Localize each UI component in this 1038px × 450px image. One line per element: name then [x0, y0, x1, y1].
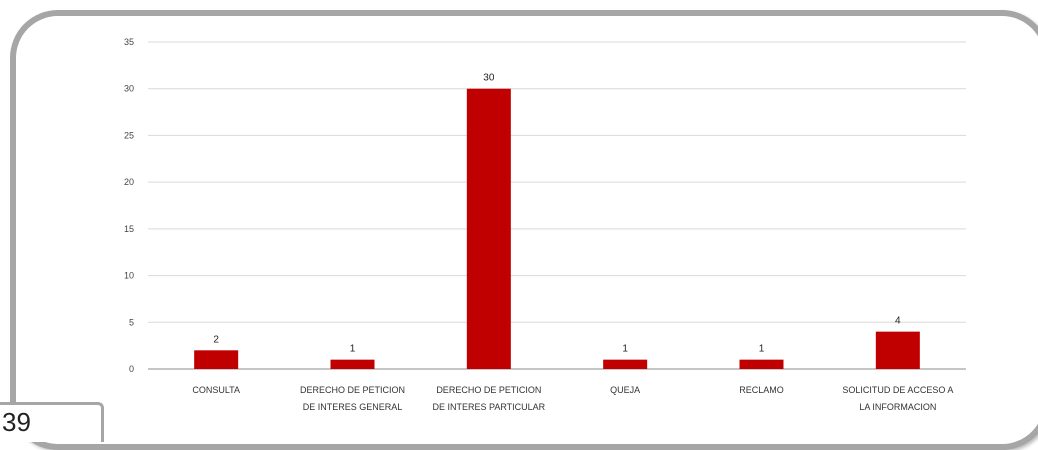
- category-label: RECLAMO: [739, 385, 784, 395]
- bar: [603, 359, 648, 369]
- bar: [466, 88, 511, 369]
- data-label: 30: [483, 73, 495, 84]
- chart-frame: [10, 10, 1038, 450]
- category-label: DERECHO DE PETICION DE INTERES GENERAL: [300, 385, 405, 412]
- y-tick-label: 0: [129, 364, 134, 374]
- y-tick-label: 10: [124, 271, 134, 281]
- page-number: 39: [2, 407, 31, 437]
- data-labels: 2 1 30 1 1 4: [213, 73, 901, 355]
- y-tick-label: 15: [124, 224, 134, 234]
- bar: [330, 359, 375, 369]
- data-label: 1: [622, 344, 628, 355]
- category-label: SOLICITUD DE ACCESO A LA INFORMACION: [842, 385, 953, 412]
- bar: [194, 350, 239, 369]
- bar-chart: 0 5 10 15 20 25 30 35 2 1 30 1 1 4 CONSULTA DERECHO D…: [124, 37, 966, 412]
- data-label: 4: [895, 316, 901, 327]
- y-tick-label: 35: [124, 37, 134, 47]
- page-tab: [0, 402, 104, 442]
- bar: [739, 359, 784, 369]
- y-tick-label: 30: [124, 84, 134, 94]
- category-label: CONSULTA: [192, 385, 240, 395]
- data-label: 1: [759, 344, 765, 355]
- bars: [194, 88, 920, 369]
- data-label: 2: [213, 334, 219, 345]
- y-tick-label: 25: [124, 130, 134, 140]
- category-label: DERECHO DE PETICION DE INTERES PARTICULAR: [432, 385, 545, 412]
- bar: [875, 331, 920, 369]
- grid-lines: [148, 41, 966, 370]
- category-label: QUEJA: [610, 385, 640, 395]
- y-tick-label: 5: [129, 317, 134, 327]
- data-label: 1: [350, 344, 356, 355]
- y-tick-label: 20: [124, 177, 134, 187]
- y-axis-ticks: 0 5 10 15 20 25 30 35: [124, 37, 134, 374]
- category-labels: CONSULTA DERECHO DE PETICION DE INTERES GE…: [192, 385, 953, 412]
